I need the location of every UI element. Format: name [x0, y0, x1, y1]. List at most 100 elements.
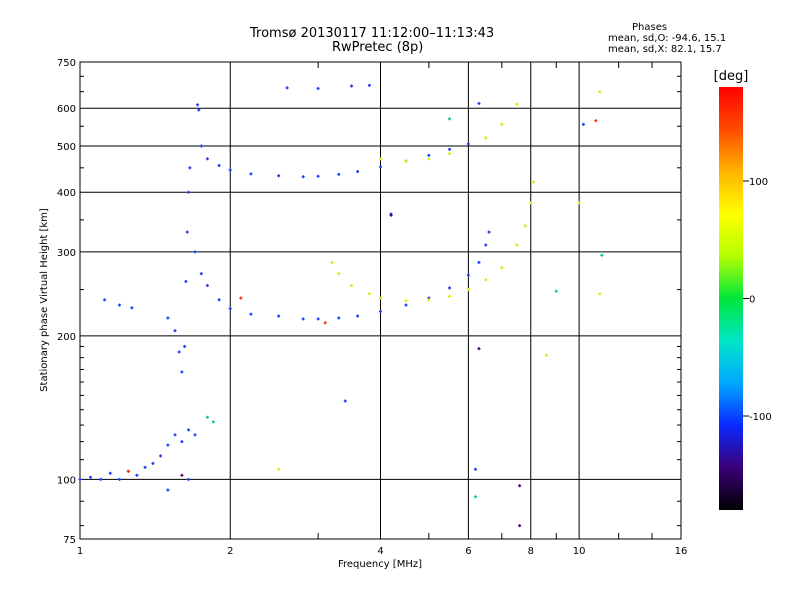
- data-point: [184, 279, 188, 283]
- data-point: [515, 102, 519, 106]
- data-point: [301, 175, 305, 179]
- x-tick-label: 6: [465, 546, 471, 557]
- data-point: [330, 260, 334, 264]
- data-point: [143, 465, 147, 469]
- y-tick-label: 200: [57, 332, 76, 343]
- y-tick-label: 300: [57, 248, 76, 259]
- data-points: [78, 83, 604, 528]
- data-point: [600, 253, 604, 257]
- x-tick-label: 4: [377, 546, 383, 557]
- data-point: [173, 433, 177, 437]
- data-point: [118, 303, 122, 307]
- x-axis-ticks: 1 2 4 6 8 10 16: [77, 546, 688, 557]
- data-point: [173, 329, 177, 333]
- data-point: [199, 144, 203, 148]
- data-point: [466, 288, 470, 292]
- data-point: [473, 495, 477, 499]
- data-point: [404, 299, 408, 303]
- data-point: [581, 122, 585, 126]
- data-point: [427, 298, 431, 302]
- data-point: [177, 350, 181, 354]
- x-tick-label: 16: [675, 546, 688, 557]
- data-point: [249, 312, 253, 316]
- y-axis-ticks: 75 100 200 300 400 500 600 750: [57, 58, 76, 546]
- data-point: [598, 90, 602, 94]
- y-axis-label: Stationary phase Virtual Height [km]: [39, 208, 50, 392]
- data-point: [277, 314, 281, 318]
- data-point: [518, 484, 522, 488]
- data-point: [427, 157, 431, 161]
- data-point: [389, 213, 393, 217]
- data-point: [343, 399, 347, 403]
- data-point: [217, 164, 221, 168]
- data-point: [277, 174, 281, 178]
- colorbar-tick-label: 0: [749, 295, 755, 306]
- data-point: [99, 477, 103, 481]
- data-point: [337, 272, 341, 276]
- data-point: [211, 420, 215, 424]
- data-point: [367, 83, 371, 87]
- y-tick-label: 400: [57, 188, 76, 199]
- data-point: [239, 296, 243, 300]
- data-point: [487, 230, 491, 234]
- data-point: [356, 314, 360, 318]
- data-point: [448, 286, 452, 290]
- data-point: [187, 190, 191, 194]
- data-point: [473, 467, 477, 471]
- data-point: [185, 230, 189, 234]
- data-point: [193, 250, 197, 254]
- data-point: [404, 159, 408, 163]
- data-point: [337, 172, 341, 176]
- data-point: [350, 84, 354, 88]
- data-point: [180, 440, 184, 444]
- data-point: [554, 289, 558, 293]
- data-point: [180, 473, 184, 477]
- data-point: [448, 294, 452, 298]
- colorbar: [719, 87, 743, 510]
- data-point: [427, 153, 431, 157]
- x-tick-label: 10: [573, 546, 586, 557]
- data-point: [249, 172, 253, 176]
- data-point: [523, 224, 527, 228]
- data-point: [180, 370, 184, 374]
- y-tick-label: 100: [57, 475, 76, 486]
- data-point: [285, 86, 289, 90]
- plot-frame: [79, 61, 682, 540]
- data-point: [78, 477, 82, 481]
- data-point: [130, 306, 134, 310]
- chart-subtitle: RwPretec (8p): [332, 40, 424, 55]
- data-point: [500, 122, 504, 126]
- data-point: [118, 477, 122, 481]
- data-point: [477, 260, 481, 264]
- data-point: [477, 101, 481, 105]
- data-point: [518, 524, 522, 528]
- data-point: [89, 475, 93, 479]
- data-point: [316, 86, 320, 90]
- data-point: [205, 415, 209, 419]
- data-point: [448, 117, 452, 121]
- data-point: [316, 317, 320, 321]
- data-point: [228, 168, 232, 172]
- data-point: [577, 201, 581, 205]
- phase-stats-o: mean, sd,O: -94.6, 15.1: [608, 33, 727, 44]
- data-point: [193, 433, 197, 437]
- data-point: [531, 180, 535, 184]
- colorbar-label: [deg]: [714, 69, 749, 84]
- data-point: [187, 428, 191, 432]
- y-tick-label: 600: [57, 104, 76, 115]
- data-point: [199, 272, 203, 276]
- phase-stats-heading: Phases: [632, 22, 668, 33]
- data-point: [196, 103, 200, 107]
- x-tick-label: 1: [77, 546, 83, 557]
- data-point: [598, 292, 602, 296]
- data-point: [544, 353, 548, 357]
- data-point: [484, 243, 488, 247]
- x-tick-label: 8: [528, 546, 534, 557]
- data-point: [466, 142, 470, 146]
- data-point: [367, 292, 371, 296]
- data-point: [166, 316, 170, 320]
- data-point: [448, 147, 452, 151]
- y-tick-label: 750: [57, 58, 76, 69]
- phase-stats-x: mean, sd,X: 82.1, 15.7: [608, 44, 722, 55]
